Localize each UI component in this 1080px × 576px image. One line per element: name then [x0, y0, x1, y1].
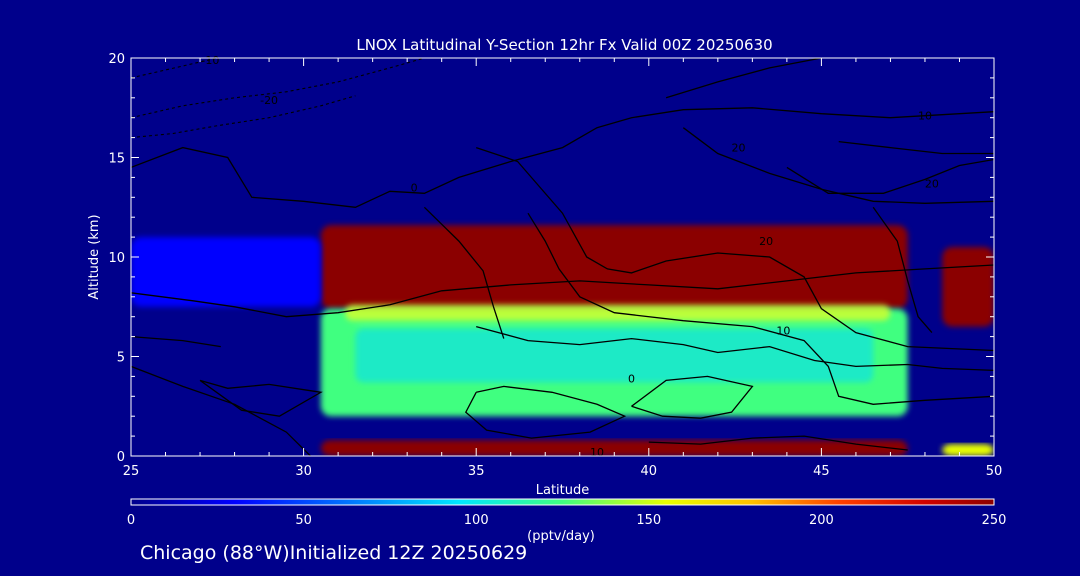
x-tick-label: 40: [641, 464, 658, 479]
contour-line: [131, 365, 311, 456]
contour-line: [131, 107, 994, 208]
contour-line-negative: [131, 95, 356, 139]
field-east-surface: [942, 444, 994, 456]
x-tick-label: 30: [295, 464, 312, 479]
field-surface: [320, 440, 908, 456]
x-tick-label: 50: [986, 464, 1003, 479]
contour-line: [131, 264, 994, 318]
x-tick-label: 25: [123, 464, 140, 479]
contour-line: [631, 375, 754, 419]
x-tick-label: 45: [813, 464, 830, 479]
field-mid-streak: [345, 304, 891, 383]
field-upper: [320, 225, 908, 309]
chart-title: LNOX Latitudinal Y-Section 12hr Fx Valid…: [356, 36, 772, 54]
contour-label: 20: [732, 142, 746, 155]
colorbar-label: (pptv/day): [527, 529, 595, 544]
contour-line: [665, 58, 822, 99]
contour-label: 10: [918, 110, 932, 123]
colorbar-tick-label: 150: [636, 513, 661, 528]
y-axis-label: Altitude (km): [87, 214, 102, 299]
contour-line: [476, 325, 994, 372]
field-east-upper: [942, 247, 994, 327]
field-west-weak: [131, 237, 321, 307]
contour-line: [199, 379, 323, 417]
contour-label: -20: [260, 94, 278, 107]
contour-line: [648, 435, 908, 451]
y-tick-label: 5: [117, 351, 125, 366]
x-axis-label: Latitude: [536, 483, 590, 498]
contour-line: [872, 206, 933, 334]
contour-label: -10: [201, 54, 219, 67]
contour-line: [423, 206, 505, 339]
colorbar-gradient: [130, 498, 995, 506]
contour-line: [475, 146, 994, 352]
contour-line: [786, 158, 994, 194]
contour-line: [838, 140, 994, 155]
colorbar-tick-label: 0: [127, 513, 135, 528]
y-tick-label: 15: [108, 152, 125, 167]
colorbar-tick-label: 250: [982, 513, 1007, 528]
contour-label: 0: [628, 372, 635, 385]
contour-label: 10: [590, 446, 604, 459]
contour-label: 10: [776, 325, 790, 338]
contour-line: [464, 385, 627, 439]
colorbar-tick-label: 100: [464, 513, 489, 528]
contour-line: [131, 335, 221, 348]
contour-label: 20: [759, 235, 773, 248]
y-tick-label: 0: [117, 450, 125, 465]
contour-line-negative: [131, 58, 425, 119]
plot-area: -10 -20 0 20 20 10 20 10 0 10 25 30 35 40 45 50 0 5 10 15…: [108, 52, 1002, 479]
y-tick-label: 10: [108, 251, 125, 266]
y-tick-label: 20: [108, 52, 125, 67]
colorbar-tick-label: 200: [809, 513, 834, 528]
footer-caption: Chicago (88°W)Initialized 12Z 20250629: [140, 542, 528, 564]
colorbar-tick-label: 50: [295, 513, 312, 528]
colorbar: 0 50 100 150 200 250 (pptv/day): [127, 498, 1007, 544]
contour-line: [527, 212, 994, 405]
contour-label: 0: [411, 181, 418, 194]
x-tick-label: 35: [468, 464, 485, 479]
contour-label: 20: [925, 177, 939, 190]
